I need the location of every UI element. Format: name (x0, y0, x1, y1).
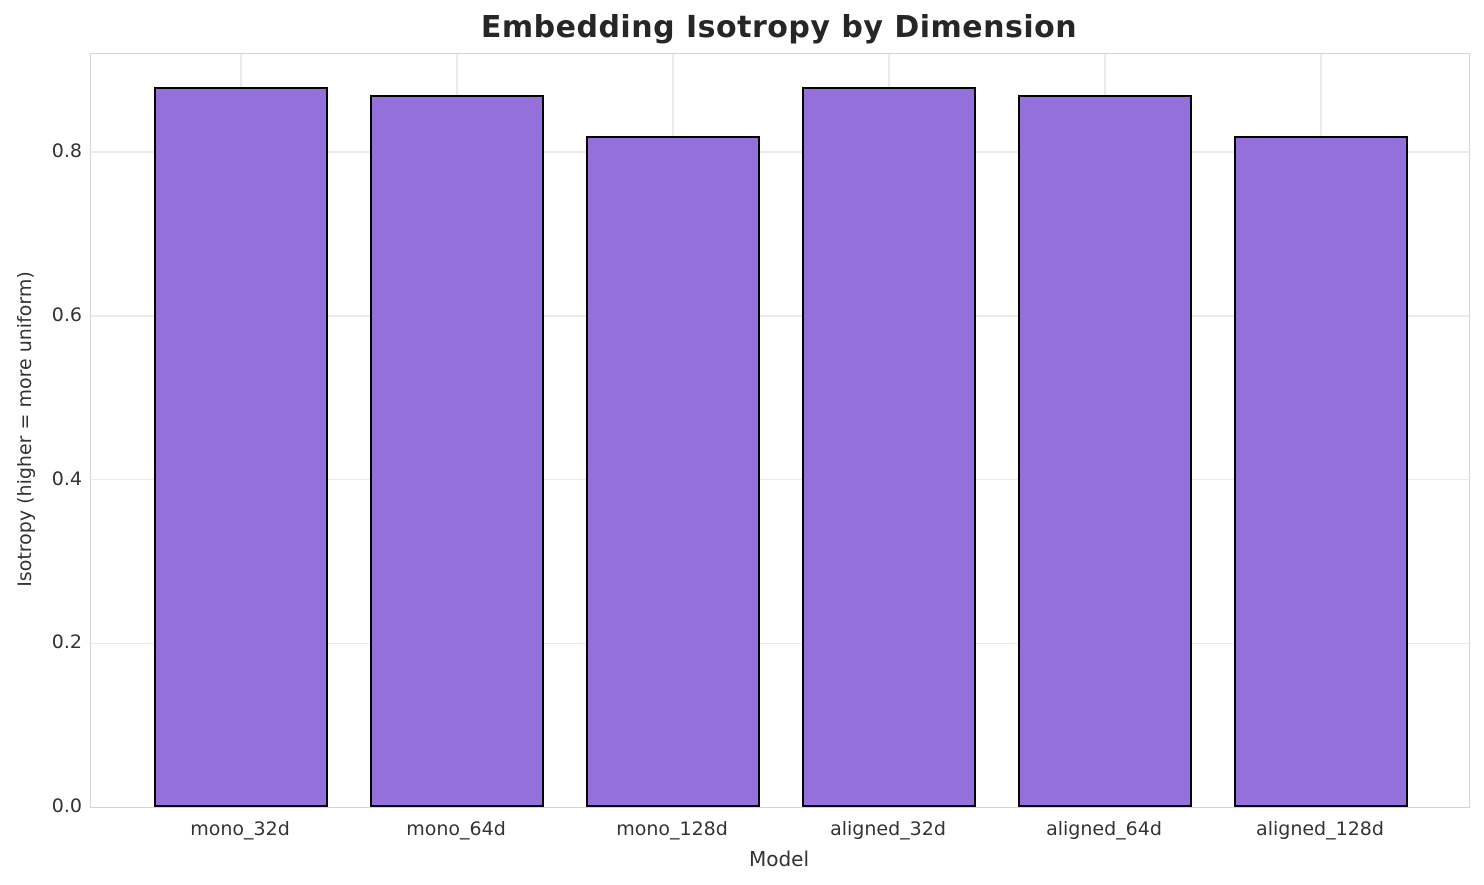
y-gridline (91, 642, 1469, 645)
y-tick-label: 0.2 (51, 631, 82, 654)
y-tick-label: 0.0 (51, 795, 82, 817)
chart-title: Embedding Isotropy by Dimension (480, 10, 1078, 45)
x-tick-label: aligned_32d (830, 818, 946, 840)
y-gridline (91, 315, 1469, 317)
x-tick-label: aligned_64d (1046, 818, 1162, 840)
bar-aligned_128d (1234, 135, 1408, 807)
y-tick-label: 0.4 (51, 467, 82, 490)
x-tick-label: mono_64d (406, 818, 506, 840)
x-tick-label: aligned_128d (1256, 818, 1384, 840)
bar-mono_128d (586, 135, 760, 807)
bar-aligned_64d (1018, 94, 1192, 807)
x-tick-label: mono_128d (616, 818, 728, 840)
y-gridline (91, 151, 1469, 153)
bar-mono_32d (154, 86, 328, 807)
bar-aligned_32d (802, 86, 976, 807)
y-gridline (91, 478, 1469, 481)
y-tick-label: 0.6 (51, 303, 82, 326)
y-axis-label: Isotropy (higher = more uniform) (14, 271, 36, 587)
bar-mono_64d (370, 94, 544, 807)
x-tick-label: mono_32d (190, 818, 290, 840)
y-tick-label: 0.8 (51, 140, 82, 163)
x-axis-label: Model (748, 847, 810, 871)
plot-area (90, 53, 1470, 808)
